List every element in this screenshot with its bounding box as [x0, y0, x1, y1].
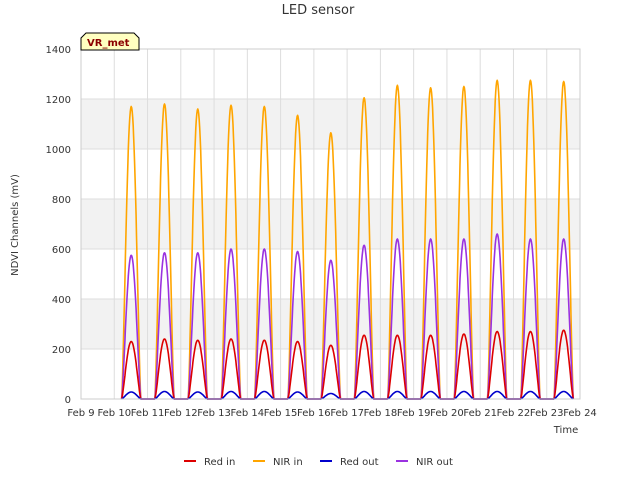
x-axis-label: Time: [553, 425, 578, 436]
series-line-red-out: [121, 390, 574, 400]
x-tick-label: Feb 16: [297, 408, 331, 419]
y-tick-label: 0: [65, 395, 71, 406]
x-tick-label: Feb 14: [231, 408, 265, 419]
x-tick-label: Feb 19: [397, 408, 431, 419]
legend-label: NIR in: [273, 457, 303, 468]
legend-label: Red out: [340, 457, 379, 468]
x-tick-label: Feb 15: [264, 408, 298, 419]
badge-shape: [80, 32, 140, 51]
x-tick-label: Feb 18: [364, 408, 398, 419]
x-tick-label: Feb 10: [97, 408, 131, 419]
series-line-nir-in: [120, 79, 575, 400]
vr-met-badge: VR_met: [80, 32, 140, 51]
y-tick-label: 1000: [46, 145, 71, 156]
y-tick-label: 1400: [46, 45, 71, 56]
badge-label: VR_met: [87, 38, 130, 49]
plot-band: [81, 199, 580, 249]
y-tick-label: 200: [52, 345, 71, 356]
legend-label: NIR out: [416, 457, 453, 468]
plot-bands: [81, 99, 580, 349]
series-layer: [120, 79, 575, 400]
x-tick-label: Feb 20: [430, 408, 464, 419]
x-tick-label: Feb 22: [497, 408, 531, 419]
plot-band: [81, 99, 580, 149]
legend-item-nir-out: NIR out: [396, 457, 453, 468]
chart-title: LED sensor: [282, 3, 355, 18]
plot-frame: [80, 48, 581, 400]
x-tick-label: Feb 12: [164, 408, 198, 419]
legend-item-nir-in: NIR in: [253, 457, 303, 468]
x-tick-label: Feb 21: [463, 408, 497, 419]
legend-label: Red in: [204, 457, 235, 468]
y-tick-label: 800: [52, 195, 71, 206]
x-axis-ticks: Feb 9 Feb 10 Feb 11 Feb 12 Feb 13 Feb 14 Feb 1…: [67, 408, 596, 419]
y-tick-label: 600: [52, 245, 71, 256]
x-tick-label: Feb 13: [197, 408, 231, 419]
x-tick-label: Feb 23: [530, 408, 564, 419]
x-tick-label: Feb 17: [330, 408, 364, 419]
y-tick-label: 1200: [46, 95, 71, 106]
y-axis-ticks: 0 200 400 600 800 1000 1200 1400: [46, 45, 71, 406]
x-tick-label: Feb 24: [563, 408, 597, 419]
y-tick-label: 400: [52, 295, 71, 306]
legend-item-red-in: Red in: [184, 457, 235, 468]
series-line-nir-out: [120, 233, 575, 400]
plot-band: [81, 299, 580, 349]
legend-item-red-out: Red out: [320, 457, 379, 468]
x-tick-label: Feb 11: [131, 408, 165, 419]
legend: Red in NIR in Red out NIR out: [184, 457, 453, 468]
series-line-red-in: [120, 329, 575, 400]
y-axis-label: NDVI Channels (mV): [10, 174, 21, 276]
x-tick-label: Feb 9: [67, 408, 94, 419]
